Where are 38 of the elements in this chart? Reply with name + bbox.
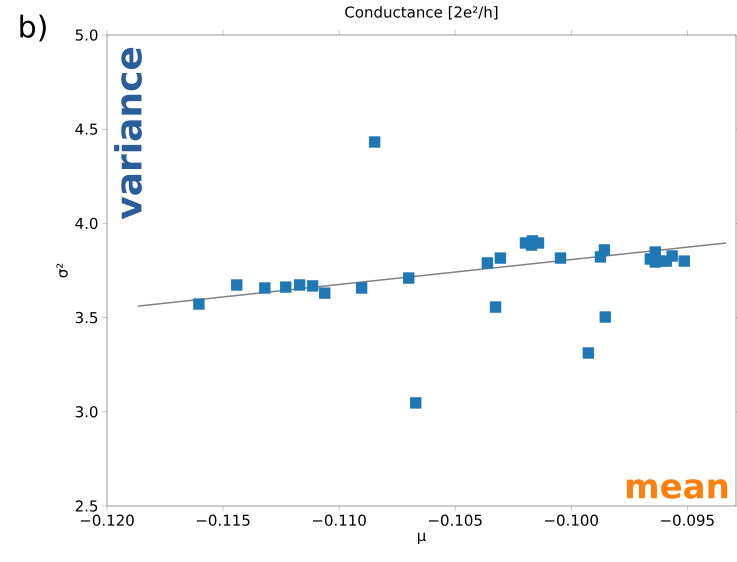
y-tick-label: 3.5 xyxy=(76,312,98,324)
point xyxy=(368,136,380,148)
point xyxy=(554,252,566,264)
point xyxy=(403,272,414,284)
point xyxy=(193,298,205,310)
x-tick-label: −0.105 xyxy=(428,514,482,526)
point xyxy=(356,282,368,294)
point xyxy=(666,250,678,262)
point xyxy=(231,279,242,291)
text: b) xyxy=(20,14,46,42)
point xyxy=(306,280,318,292)
point xyxy=(259,282,271,294)
point xyxy=(482,257,494,269)
y-tick-label: 2.5 xyxy=(76,500,98,512)
x-axis-title: μ xyxy=(418,532,426,544)
x-tick-label: −0.095 xyxy=(661,514,714,526)
point xyxy=(598,244,610,256)
point xyxy=(582,347,594,359)
annotation: variance xyxy=(114,48,142,220)
annotation: mean xyxy=(627,479,728,499)
point xyxy=(319,287,330,299)
point xyxy=(294,279,306,291)
x-tick-label: −0.115 xyxy=(196,514,250,526)
point xyxy=(410,397,422,409)
y-tick-label: 4.0 xyxy=(75,218,98,230)
point xyxy=(678,255,690,267)
point xyxy=(600,311,612,323)
x-tick-label: −0.100 xyxy=(545,514,598,526)
x-tick-label: −0.120 xyxy=(80,514,134,526)
x-tick-label: −0.110 xyxy=(312,514,366,526)
y-axis-title: σ² xyxy=(56,264,68,278)
chart-title: Conductance [2e²/h] xyxy=(345,6,498,20)
y-tick-label: 3.0 xyxy=(76,406,98,418)
y-tick-label: 4.5 xyxy=(75,124,98,135)
point xyxy=(280,281,292,293)
point xyxy=(490,301,502,313)
point xyxy=(494,252,506,264)
y-tick-label: 5.0 xyxy=(76,29,98,41)
